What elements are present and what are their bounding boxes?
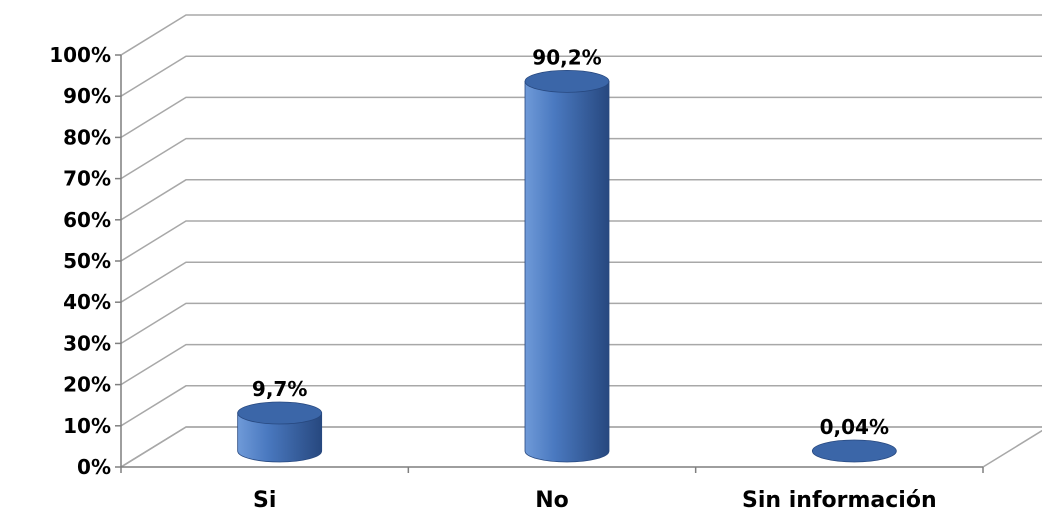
- y-tick-labels: 0% 10% 20% 30% 40% 50% 60% 70% 80% 90% 100%: [49, 43, 111, 479]
- data-label: 9,7%: [252, 377, 307, 401]
- y-tick-label: 40%: [63, 290, 111, 314]
- gridline: [120, 302, 1042, 345]
- bar-top: [237, 401, 323, 425]
- y-tick-label: 10%: [63, 414, 111, 438]
- y-tick-label: 80%: [63, 125, 111, 149]
- y-tick-label: 100%: [49, 43, 111, 67]
- y-tick-label: 0%: [77, 455, 111, 479]
- data-labels: 9,7% 90,2% 0,04%: [252, 45, 889, 439]
- y-tick-label: 30%: [63, 331, 111, 355]
- gridline: [120, 426, 1042, 468]
- bar: [811, 439, 897, 463]
- y-tick-label: 60%: [63, 208, 111, 232]
- x-tick-label: Si: [253, 488, 276, 510]
- gridline: [120, 261, 1042, 303]
- y-tick-label: 70%: [63, 167, 111, 191]
- gridline: [120, 385, 1042, 427]
- bar-body: [524, 80, 610, 463]
- data-label: 90,2%: [532, 45, 601, 69]
- bar-top: [524, 69, 610, 93]
- x-tick-labels: Si No Sin información: [253, 488, 937, 510]
- y-tick-label: 90%: [63, 84, 111, 108]
- gridline: [120, 220, 1042, 262]
- bars: [237, 69, 897, 463]
- gridline: [120, 96, 1042, 139]
- gridline: [120, 179, 1042, 221]
- gridline: [120, 343, 1042, 386]
- bar-top: [811, 439, 897, 463]
- data-label: 0,04%: [820, 415, 889, 439]
- axes: [115, 54, 984, 473]
- y-tick-label: 50%: [63, 249, 111, 273]
- gridline: [120, 137, 1042, 180]
- bar: [237, 401, 323, 463]
- y-tick-label: 20%: [63, 373, 111, 397]
- x-tick-label: Sin información: [742, 488, 937, 510]
- gridlines: [120, 14, 1042, 468]
- bar: [524, 69, 610, 463]
- bar-body: [237, 412, 323, 463]
- x-tick-label: No: [535, 488, 569, 510]
- gridline: [120, 14, 1042, 56]
- gridline: [120, 55, 1042, 97]
